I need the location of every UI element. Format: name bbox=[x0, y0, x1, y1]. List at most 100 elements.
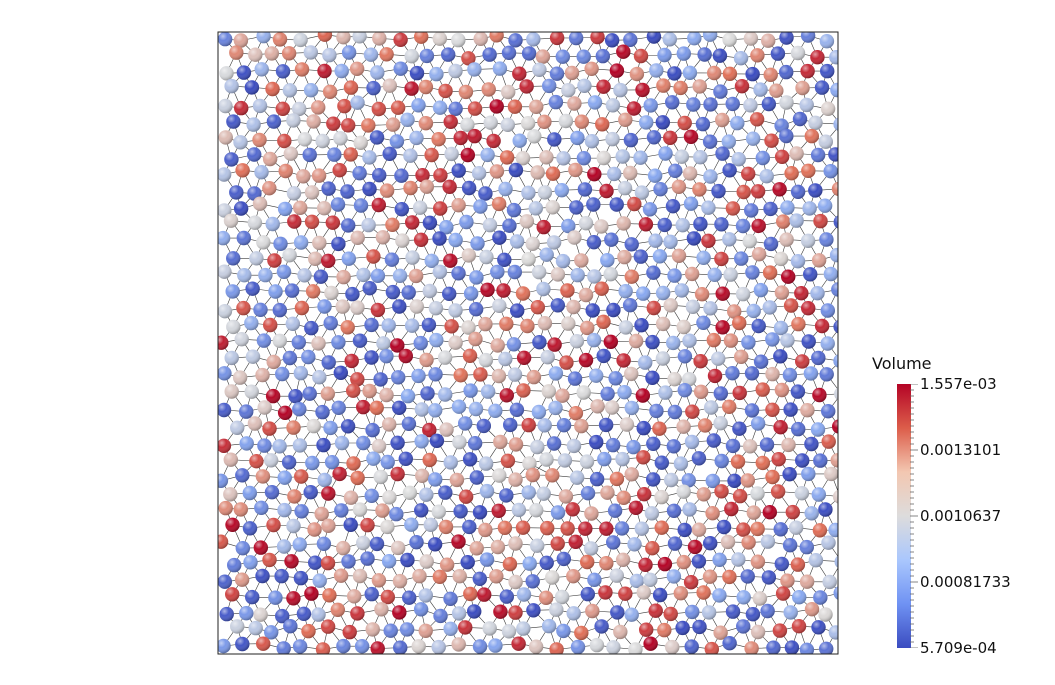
particle bbox=[813, 453, 827, 467]
particle bbox=[658, 218, 672, 232]
particle bbox=[370, 401, 384, 415]
particle bbox=[493, 61, 507, 75]
particle bbox=[400, 113, 414, 127]
particle bbox=[332, 401, 346, 415]
particle bbox=[424, 148, 438, 162]
particle bbox=[610, 197, 624, 211]
particle bbox=[765, 403, 779, 417]
particle bbox=[322, 588, 336, 602]
particle bbox=[801, 164, 815, 178]
particle bbox=[517, 351, 531, 365]
particle bbox=[598, 585, 612, 599]
particle bbox=[419, 353, 433, 367]
particle bbox=[707, 333, 721, 347]
particle bbox=[696, 585, 710, 599]
particle bbox=[753, 591, 767, 605]
particle bbox=[219, 130, 233, 144]
particle bbox=[294, 235, 308, 249]
particle bbox=[254, 165, 268, 179]
particle bbox=[424, 518, 438, 532]
particle bbox=[415, 402, 429, 416]
particle bbox=[473, 572, 487, 586]
particle bbox=[343, 625, 357, 639]
particle bbox=[707, 433, 721, 447]
particle bbox=[217, 439, 231, 453]
particle bbox=[294, 571, 308, 585]
particle bbox=[283, 83, 297, 97]
particle bbox=[780, 333, 794, 347]
particle bbox=[780, 200, 794, 214]
particle bbox=[277, 265, 291, 279]
particle bbox=[393, 269, 407, 283]
particle bbox=[428, 403, 442, 417]
particle bbox=[714, 386, 728, 400]
particle bbox=[305, 185, 319, 199]
particle bbox=[805, 602, 819, 616]
particle bbox=[741, 167, 755, 181]
particle bbox=[365, 423, 379, 437]
particle bbox=[247, 147, 261, 161]
particle bbox=[444, 455, 458, 469]
particle bbox=[794, 286, 808, 300]
particle bbox=[351, 231, 365, 245]
particle bbox=[409, 131, 423, 145]
particle bbox=[422, 318, 436, 332]
particle bbox=[566, 569, 580, 583]
particle bbox=[556, 151, 570, 165]
particle bbox=[792, 590, 806, 604]
particle bbox=[243, 555, 257, 569]
particle bbox=[508, 575, 522, 589]
particle bbox=[558, 453, 572, 467]
particle bbox=[501, 454, 515, 468]
particle bbox=[383, 79, 397, 93]
particle bbox=[341, 320, 355, 334]
particle bbox=[245, 282, 259, 296]
particle bbox=[705, 506, 719, 520]
particle bbox=[600, 486, 614, 500]
particle bbox=[625, 467, 639, 481]
particle bbox=[756, 151, 770, 165]
particle bbox=[393, 33, 407, 47]
particle bbox=[490, 164, 504, 178]
particle bbox=[317, 64, 331, 78]
particle bbox=[635, 522, 649, 536]
particle bbox=[600, 387, 614, 401]
particle bbox=[634, 249, 648, 263]
particle bbox=[618, 181, 632, 195]
particle bbox=[496, 283, 510, 297]
particle bbox=[301, 624, 315, 638]
particle bbox=[366, 622, 380, 636]
particle bbox=[255, 569, 269, 583]
particle bbox=[550, 31, 564, 45]
particle bbox=[666, 336, 680, 350]
particle bbox=[829, 625, 843, 639]
particle bbox=[235, 573, 249, 587]
particle bbox=[474, 32, 488, 46]
particle bbox=[569, 200, 583, 214]
particle bbox=[459, 490, 473, 504]
particle bbox=[526, 603, 540, 617]
particle bbox=[673, 81, 687, 95]
particle bbox=[584, 541, 598, 555]
particle bbox=[721, 535, 735, 549]
particle bbox=[538, 418, 552, 432]
particle bbox=[403, 486, 417, 500]
particle bbox=[428, 367, 442, 381]
particle bbox=[488, 638, 502, 652]
particle bbox=[364, 318, 378, 332]
particle bbox=[637, 585, 651, 599]
particle bbox=[763, 202, 777, 216]
particle bbox=[214, 535, 228, 549]
particle bbox=[555, 389, 569, 403]
particle bbox=[832, 419, 846, 433]
particle bbox=[791, 317, 805, 331]
particle bbox=[331, 197, 345, 211]
particle bbox=[370, 65, 384, 79]
particle bbox=[560, 521, 574, 535]
particle bbox=[463, 349, 477, 363]
particle bbox=[579, 288, 593, 302]
particle bbox=[463, 452, 477, 466]
particle bbox=[394, 61, 408, 75]
particle bbox=[771, 46, 785, 60]
particle bbox=[372, 168, 386, 182]
